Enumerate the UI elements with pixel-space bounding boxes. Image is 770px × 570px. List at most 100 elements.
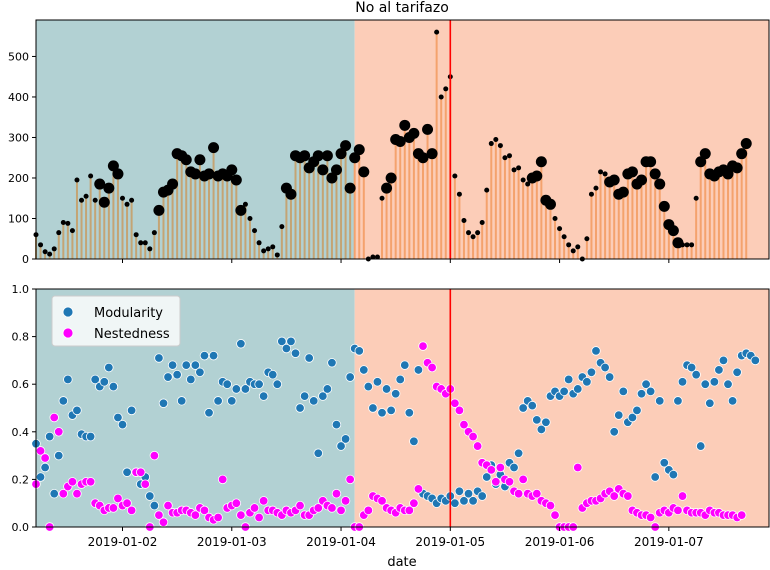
modularity-point bbox=[368, 403, 378, 413]
marker-point bbox=[461, 218, 467, 224]
x-tick-label: 2019-01-06 bbox=[525, 535, 595, 549]
nestedness-point bbox=[67, 477, 78, 487]
modularity-point bbox=[272, 379, 283, 389]
x-tick-label: 2019-01-03 bbox=[197, 535, 267, 549]
bar bbox=[472, 236, 475, 259]
bar bbox=[312, 161, 315, 259]
nestedness-point bbox=[54, 427, 64, 437]
bar bbox=[185, 159, 188, 259]
x-tick-label: 2019-01-02 bbox=[88, 535, 158, 549]
y-tick-label: 0.4 bbox=[12, 426, 30, 439]
modularity-point bbox=[154, 353, 164, 363]
modularity-point bbox=[696, 441, 706, 451]
bar bbox=[462, 220, 465, 259]
marker-point bbox=[189, 168, 201, 180]
nestedness-point bbox=[363, 505, 374, 516]
marker-point bbox=[88, 173, 94, 179]
modularity-point bbox=[176, 396, 187, 406]
x-tick-label: 2019-01-04 bbox=[306, 535, 376, 549]
nestedness-point bbox=[40, 453, 50, 463]
bar bbox=[244, 204, 247, 259]
marker-point bbox=[493, 137, 499, 142]
marker-point bbox=[488, 141, 494, 147]
nestedness-point bbox=[340, 496, 351, 506]
modularity-point bbox=[181, 360, 191, 370]
modularity-point bbox=[541, 417, 551, 427]
modularity-point bbox=[463, 488, 474, 499]
bar bbox=[508, 155, 511, 259]
modularity-point bbox=[163, 372, 173, 382]
marker-point bbox=[226, 164, 238, 176]
modularity-point bbox=[172, 369, 182, 380]
modularity-point bbox=[641, 379, 651, 389]
bar bbox=[271, 246, 274, 259]
marker-point bbox=[426, 148, 438, 160]
bar bbox=[421, 157, 424, 259]
y-tick-label: 300 bbox=[8, 131, 29, 144]
marker-point bbox=[265, 246, 271, 252]
bar bbox=[490, 143, 493, 259]
top-y-axis: 0 100 200 300 400 500 bbox=[8, 50, 36, 266]
nestedness-point bbox=[313, 503, 323, 513]
nestedness-point bbox=[673, 505, 683, 516]
bar bbox=[267, 248, 270, 259]
marker-point bbox=[274, 252, 280, 258]
modularity-point bbox=[559, 386, 569, 397]
marker-point bbox=[502, 155, 508, 161]
nestedness-point bbox=[550, 510, 560, 520]
marker-point bbox=[124, 201, 130, 207]
marker-point bbox=[470, 234, 476, 240]
bar bbox=[485, 190, 488, 259]
bar bbox=[558, 228, 561, 259]
modularity-point bbox=[190, 360, 201, 370]
bar bbox=[217, 175, 220, 259]
modularity-point bbox=[700, 379, 710, 389]
marker-point bbox=[684, 242, 690, 248]
modularity-point bbox=[167, 360, 178, 370]
modularity-point bbox=[117, 419, 128, 430]
nestedness-point bbox=[427, 362, 437, 373]
modularity-point bbox=[363, 381, 374, 392]
modularity-point bbox=[309, 396, 319, 406]
bar bbox=[280, 226, 283, 259]
modularity-point bbox=[318, 391, 328, 401]
bar bbox=[481, 222, 484, 259]
modularity-point bbox=[113, 412, 123, 423]
bar bbox=[499, 145, 502, 259]
bar bbox=[362, 171, 365, 259]
nestedness-point bbox=[199, 505, 210, 516]
modularity-point bbox=[691, 369, 701, 380]
bar bbox=[94, 200, 97, 259]
marker-point bbox=[321, 150, 333, 162]
modularity-point bbox=[705, 398, 715, 408]
marker-point bbox=[699, 148, 711, 160]
bar bbox=[226, 175, 229, 259]
marker-point bbox=[466, 230, 472, 236]
marker-point bbox=[167, 178, 179, 190]
nestedness-point bbox=[404, 505, 415, 516]
bar bbox=[126, 204, 129, 259]
marker-point bbox=[153, 204, 165, 216]
y-tick-label: 0.0 bbox=[12, 521, 30, 534]
marker-point bbox=[94, 178, 106, 190]
marker-point bbox=[552, 215, 558, 221]
bar bbox=[649, 161, 652, 259]
marker-point bbox=[689, 242, 695, 248]
modularity-point bbox=[227, 396, 237, 406]
modularity-point bbox=[222, 379, 232, 389]
modularity-point bbox=[381, 384, 392, 394]
bar bbox=[53, 248, 56, 259]
marker-point bbox=[370, 254, 376, 260]
bar bbox=[167, 190, 170, 259]
legend-label-nestedness: Nestedness bbox=[94, 327, 170, 342]
nestedness-point bbox=[217, 474, 228, 485]
top-axes-frame bbox=[35, 19, 770, 260]
modularity-point bbox=[477, 491, 487, 501]
nestedness-point bbox=[295, 500, 305, 511]
nestedness-point bbox=[258, 496, 269, 506]
modularity-point bbox=[313, 448, 323, 458]
modularity-point bbox=[195, 367, 205, 378]
modularity-point bbox=[709, 377, 720, 387]
marker-point bbox=[51, 246, 57, 252]
